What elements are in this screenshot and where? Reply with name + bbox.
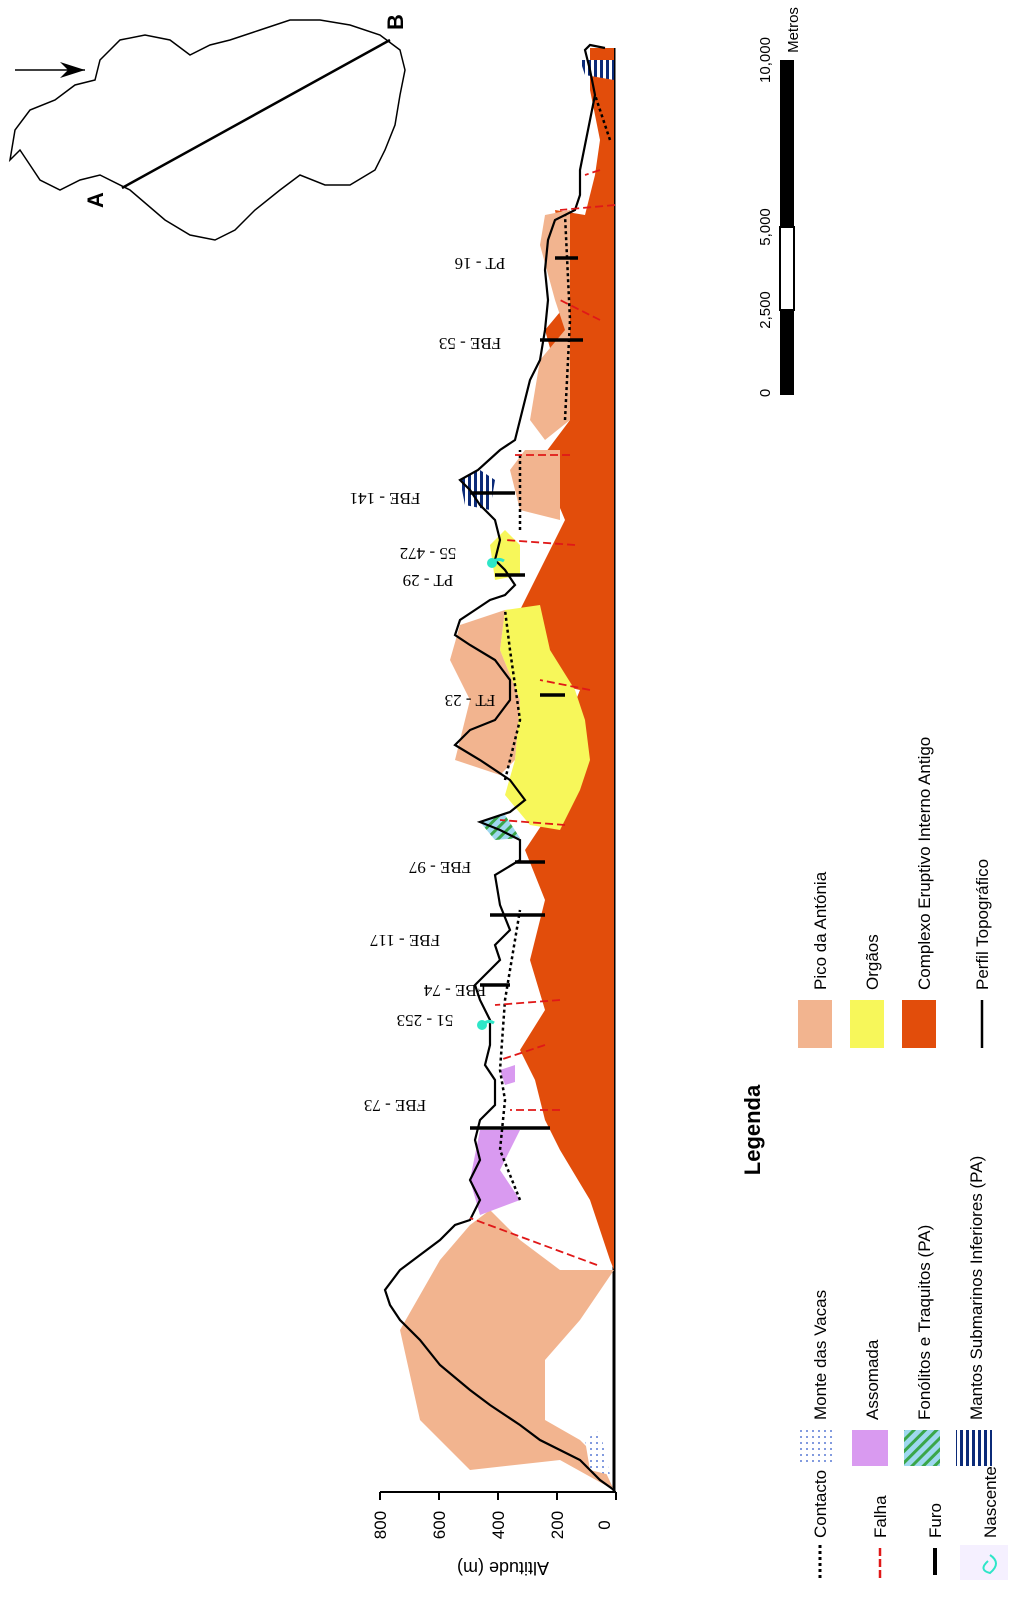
well-label-fbe-53: FBE - 53: [439, 334, 501, 353]
springs: [477, 557, 505, 1030]
topographic-profile-line: [383, 43, 615, 1491]
y-tick-200: 200: [548, 1511, 567, 1539]
well-label-fbe-97: FBE - 97: [408, 858, 471, 877]
legend-label-monte-das-vacas: Monte das Vacas: [811, 1290, 830, 1420]
legend-item-contacto: Contacto: [811, 1470, 830, 1578]
cross-section: [383, 43, 616, 1492]
legend-label-complexo: Complexo Eruptivo Interno Antigo: [915, 737, 934, 990]
pico-da-antonia-layer-3: [510, 450, 560, 520]
map-point-b: B: [383, 14, 408, 30]
y-tick-800: 800: [371, 1511, 390, 1539]
scale-segment-1: [780, 170, 794, 227]
profile-line-ab: [121, 38, 391, 190]
y-axis: 0 200 400 600 800 Altitude (m): [371, 1491, 617, 1578]
well-label-pt-16: PT - 16: [455, 254, 506, 273]
well-label-55-472: 55 - 472: [400, 544, 457, 563]
well-labels: FBE - 73 51 - 253 FBE - 74 FBE - 117 FBE…: [350, 254, 506, 1115]
scale-segment-3: [780, 310, 794, 395]
location-map: A B: [8, 14, 408, 241]
legend-item-furo: Furo: [926, 1503, 945, 1575]
orgaos-layer-2: [490, 530, 520, 580]
legend-label-furo: Furo: [926, 1503, 945, 1538]
scale-bar: 0 2,500 5,000 10,000 Metros: [757, 7, 802, 397]
y-axis-title: Altitude (m): [457, 1558, 549, 1578]
legend-label-assomada: Assomada: [863, 1339, 882, 1420]
contact-line: [498, 94, 612, 1201]
legend-item-perfil: Perfil Topográfico: [973, 859, 992, 1048]
legend-item-assomada: Assomada: [852, 1339, 888, 1466]
y-tick-600: 600: [430, 1511, 449, 1539]
fonolitos-layer: [480, 815, 520, 840]
faults: [469, 169, 616, 1266]
scale-unit: Metros: [785, 7, 802, 53]
pico-da-antonia-layer-4: [530, 210, 570, 440]
legend-label-orgaos: Orgãos: [863, 934, 882, 990]
y-tick-0: 0: [595, 1520, 614, 1529]
well-label-ft-23: FT - 23: [445, 691, 496, 710]
legend-item-pico-da-antonia: Pico da Antónia: [798, 871, 832, 1048]
scale-label-2500: 2,500: [757, 291, 774, 329]
pico-da-antonia-layer: [400, 1210, 614, 1490]
legend-item-mantos: Mantos Submarinos Inferiores (PA): [956, 1156, 992, 1466]
island-outline: [8, 19, 406, 241]
well-label-pt-29: PT - 29: [403, 571, 454, 590]
north-arrow-icon: [15, 62, 85, 78]
legend-item-nascente: Nascente: [960, 1466, 1008, 1580]
boreholes: [470, 256, 583, 1130]
legend-label-fonolitos: Fonólitos e Traquitos (PA): [915, 1225, 934, 1420]
well-label-fbe-74: FBE - 74: [423, 981, 486, 1000]
well-label-fbe-73: FBE - 73: [364, 1096, 426, 1115]
well-label-51-253: 51 - 253: [397, 1011, 454, 1030]
legend-title: Legenda: [740, 1084, 765, 1175]
legend: Legenda Contacto Falha Furo Nascente Mon…: [740, 737, 1008, 1580]
legend-label-pico-da-antonia: Pico da Antónia: [811, 871, 830, 990]
scale-segment-2: [779, 226, 795, 311]
scale-label-0: 0: [757, 389, 774, 397]
spring-icon: [982, 1554, 997, 1575]
assomada-layer: [470, 1130, 520, 1215]
well-label-fbe-141: FBE - 141: [350, 489, 421, 508]
scale-label-5000: 5,000: [757, 208, 774, 246]
assomada-layer-2: [500, 1065, 515, 1085]
well-label-fbe-117: FBE - 117: [369, 931, 440, 950]
legend-item-falha: Falha: [871, 1495, 890, 1578]
map-point-a: A: [83, 192, 108, 208]
mantos-submarinos-layer-2: [580, 60, 614, 80]
monte-das-vacas-layer: [585, 1430, 610, 1475]
legend-label-contacto: Contacto: [811, 1470, 830, 1538]
legend-label-falha: Falha: [871, 1495, 890, 1538]
legend-item-monte-das-vacas: Monte das Vacas: [800, 1290, 836, 1466]
legend-label-nascente: Nascente: [981, 1466, 1000, 1538]
complexo-eruptivo-layer: [520, 48, 614, 1270]
legend-label-perfil: Perfil Topográfico: [973, 859, 992, 990]
orgaos-layer: [500, 605, 590, 830]
legend-item-orgaos: Orgãos: [850, 934, 884, 1048]
legend-item-fonolitos: Fonólitos e Traquitos (PA): [904, 1225, 940, 1466]
legend-item-complexo: Complexo Eruptivo Interno Antigo: [902, 737, 936, 1048]
scale-segment-0: [780, 60, 794, 170]
y-tick-400: 400: [489, 1511, 508, 1539]
legend-label-mantos: Mantos Submarinos Inferiores (PA): [967, 1156, 986, 1420]
scale-label-10000: 10,000: [757, 37, 774, 83]
mantos-submarinos-layer: [460, 470, 495, 510]
